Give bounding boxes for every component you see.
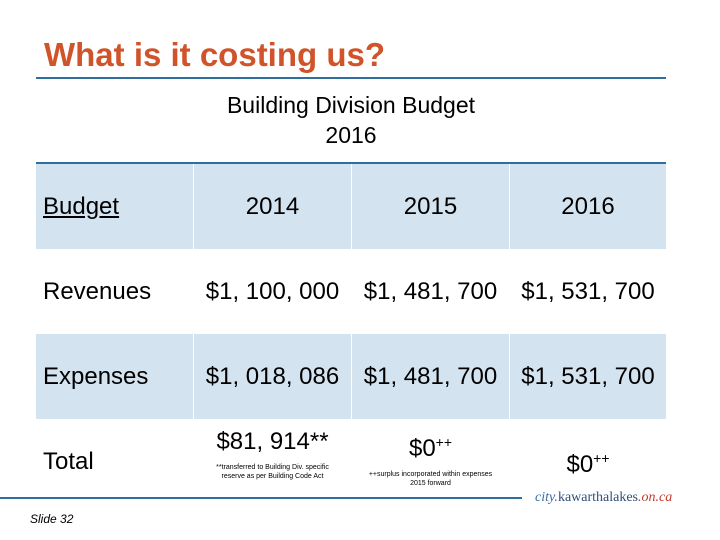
expenses-2014: $1, 018, 086 [194, 334, 352, 419]
subtitle-line-1: Building Division Budget [226, 92, 476, 118]
total-2015: $0++ ++surplus incorporated within expen… [352, 419, 510, 504]
logo-prefix: city. [535, 490, 558, 505]
header-2015: 2015 [352, 164, 510, 249]
slide-title: What is it costing us? [44, 36, 386, 73]
city-logo: city.kawarthalakes.on.ca [535, 490, 672, 506]
header-budget: Budget [36, 164, 194, 249]
footer-divider [0, 497, 522, 499]
budget-table: Budget 2014 2015 2016 Revenues $1, 100, … [36, 162, 666, 504]
logo-name: kawarthalakes [557, 490, 639, 505]
slide-number: Slide 32 [30, 512, 74, 526]
header-2016: 2016 [510, 164, 666, 249]
table-subtitle: Building Division Budget 2016 [36, 90, 666, 150]
total-2015-amount: $0 [408, 435, 436, 462]
total-2015-note: ++surplus incorporated within expenses 2… [368, 471, 493, 487]
table-header-row: Budget 2014 2015 2016 [36, 164, 666, 249]
revenues-2014: $1, 100, 000 [194, 249, 352, 334]
table-row-expenses: Expenses $1, 018, 086 $1, 481, 700 $1, 5… [36, 334, 666, 419]
total-2014-mark: ** [309, 428, 329, 455]
table-row-total: Total $81, 914** **transferred to Buildi… [36, 419, 666, 504]
title-divider [36, 77, 666, 79]
total-2016-value: $0++ [566, 445, 609, 478]
total-2014: $81, 914** **transferred to Building Div… [194, 419, 352, 504]
total-2014-note: **transferred to Building Div. specific … [216, 464, 329, 480]
expenses-2015: $1, 481, 700 [352, 334, 510, 419]
revenues-2015: $1, 481, 700 [352, 249, 510, 334]
header-budget-label: Budget [43, 192, 120, 220]
row-label: Expenses [36, 334, 194, 419]
total-2014-value: $81, 914** [216, 429, 328, 455]
total-2015-value: $0++ [409, 429, 452, 462]
subtitle-line-2: 2016 [325, 122, 377, 148]
total-2015-mark: ++ [435, 434, 453, 450]
table-row-revenues: Revenues $1, 100, 000 $1, 481, 700 $1, 5… [36, 249, 666, 334]
row-label: Total [36, 419, 194, 504]
expenses-2016: $1, 531, 700 [510, 334, 666, 419]
row-label: Revenues [36, 249, 194, 334]
revenues-2016: $1, 531, 700 [510, 249, 666, 334]
total-2016-mark: ++ [593, 450, 610, 466]
header-2014: 2014 [194, 164, 352, 249]
total-2014-amount: $81, 914 [216, 428, 310, 455]
total-2016: $0++ [510, 419, 666, 504]
logo-suffix: .on.ca [638, 490, 673, 505]
total-2016-amount: $0 [566, 451, 594, 478]
